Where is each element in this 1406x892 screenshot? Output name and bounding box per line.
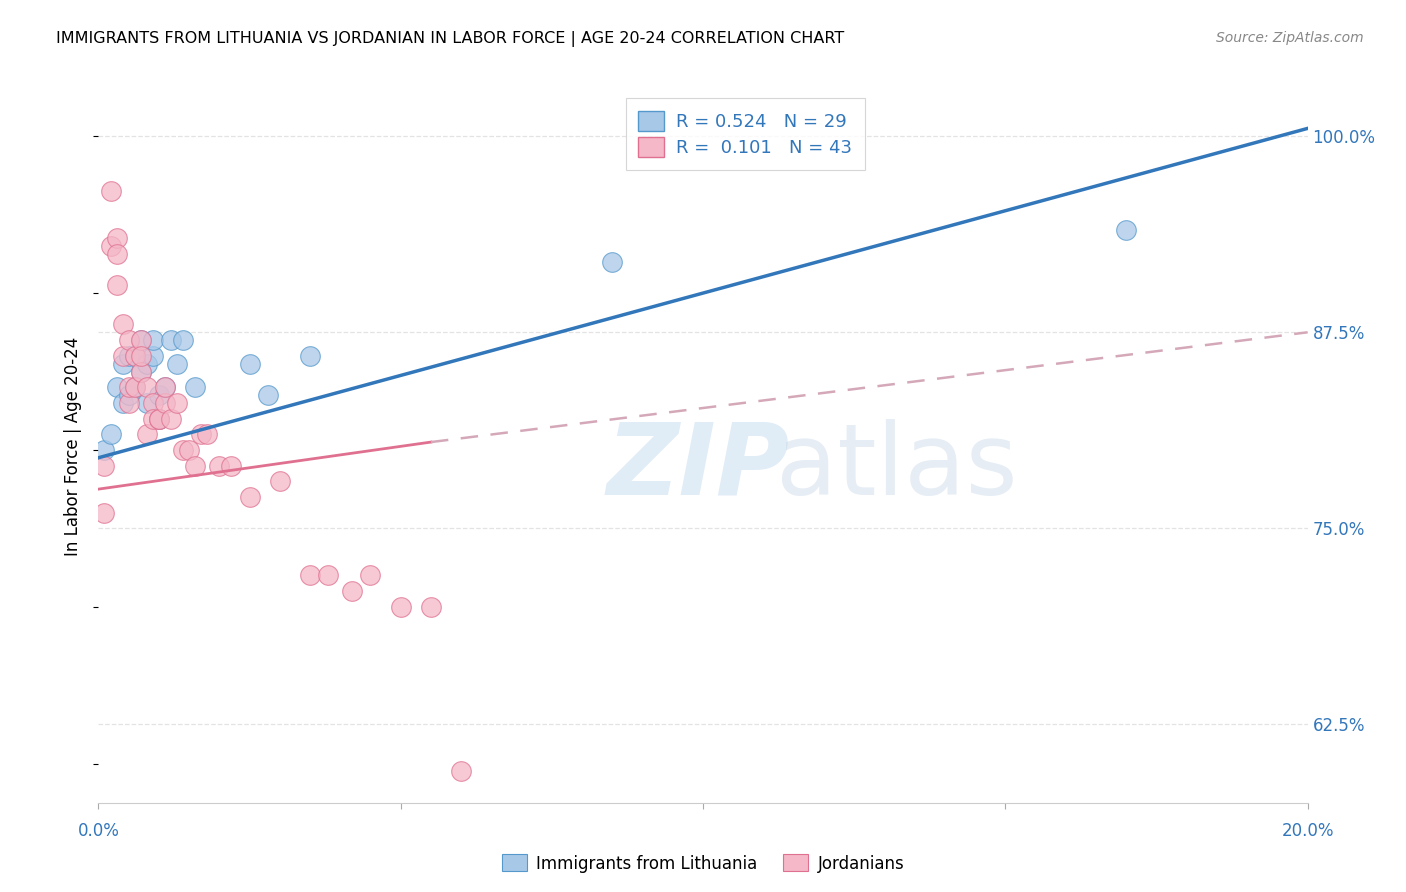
- Point: [299, 568, 322, 582]
- Text: ZIP: ZIP: [606, 419, 789, 516]
- Point: [118, 333, 141, 347]
- Point: [100, 239, 122, 253]
- Point: [111, 318, 134, 332]
- Point: [148, 388, 170, 402]
- Point: [172, 333, 194, 347]
- Point: [142, 411, 165, 425]
- Point: [129, 349, 152, 363]
- Point: [105, 278, 128, 293]
- Point: [118, 388, 141, 402]
- Point: [420, 599, 443, 614]
- Point: [135, 427, 157, 442]
- Point: [93, 458, 115, 473]
- Point: [105, 380, 128, 394]
- Point: [166, 396, 188, 410]
- Point: [142, 396, 165, 410]
- Point: [184, 458, 207, 473]
- Text: 0.0%: 0.0%: [77, 822, 120, 839]
- Point: [129, 364, 152, 378]
- Point: [93, 506, 115, 520]
- Point: [208, 458, 231, 473]
- Point: [299, 349, 322, 363]
- Point: [269, 475, 291, 489]
- Point: [450, 764, 472, 779]
- Point: [105, 247, 128, 261]
- Point: [172, 442, 194, 457]
- Point: [184, 380, 207, 394]
- Point: [316, 568, 339, 582]
- Point: [124, 349, 146, 363]
- Point: [239, 357, 262, 371]
- Point: [100, 427, 122, 442]
- Point: [360, 568, 382, 582]
- Point: [135, 396, 157, 410]
- Point: [93, 442, 115, 457]
- Point: [239, 490, 262, 504]
- Point: [118, 396, 141, 410]
- Point: [166, 357, 188, 371]
- Point: [129, 333, 152, 347]
- Point: [1115, 223, 1137, 237]
- Point: [195, 427, 218, 442]
- Text: 20.0%: 20.0%: [1281, 822, 1334, 839]
- Point: [129, 364, 152, 378]
- Point: [160, 333, 183, 347]
- Point: [179, 442, 201, 457]
- Point: [256, 388, 278, 402]
- Point: [221, 458, 243, 473]
- Point: [135, 357, 157, 371]
- Legend: Immigrants from Lithuania, Jordanians: Immigrants from Lithuania, Jordanians: [495, 847, 911, 880]
- Point: [111, 396, 134, 410]
- Text: Source: ZipAtlas.com: Source: ZipAtlas.com: [1216, 31, 1364, 45]
- Point: [389, 599, 412, 614]
- Text: IMMIGRANTS FROM LITHUANIA VS JORDANIAN IN LABOR FORCE | AGE 20-24 CORRELATION CH: IMMIGRANTS FROM LITHUANIA VS JORDANIAN I…: [56, 31, 845, 47]
- Point: [148, 411, 170, 425]
- Point: [111, 349, 134, 363]
- Point: [118, 349, 141, 363]
- Point: [100, 184, 122, 198]
- Point: [153, 380, 176, 394]
- Point: [148, 411, 170, 425]
- Point: [160, 411, 183, 425]
- Point: [142, 333, 165, 347]
- Point: [111, 357, 134, 371]
- Point: [148, 411, 170, 425]
- Point: [602, 254, 624, 268]
- Y-axis label: In Labor Force | Age 20-24: In Labor Force | Age 20-24: [65, 336, 83, 556]
- Point: [342, 584, 364, 599]
- Point: [124, 349, 146, 363]
- Point: [124, 380, 146, 394]
- Point: [118, 380, 141, 394]
- Point: [105, 231, 128, 245]
- Text: atlas: atlas: [776, 419, 1017, 516]
- Point: [153, 396, 176, 410]
- Point: [124, 380, 146, 394]
- Point: [129, 333, 152, 347]
- Point: [153, 380, 176, 394]
- Point: [142, 349, 165, 363]
- Point: [190, 427, 212, 442]
- Legend: R = 0.524   N = 29, R =  0.101   N = 43: R = 0.524 N = 29, R = 0.101 N = 43: [626, 98, 865, 169]
- Point: [135, 380, 157, 394]
